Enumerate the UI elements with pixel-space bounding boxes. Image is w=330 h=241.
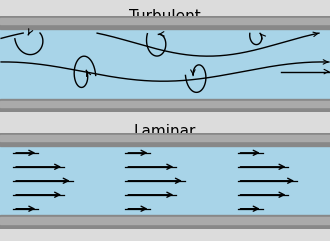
Text: Laminar: Laminar: [134, 124, 196, 139]
Bar: [0, 215, 330, 229]
Text: Turbulent: Turbulent: [129, 9, 201, 24]
Bar: [0, 134, 330, 141]
Bar: [0, 133, 330, 146]
Bar: [0, 29, 330, 99]
Bar: [0, 18, 330, 24]
Bar: [0, 100, 330, 107]
Bar: [0, 99, 330, 112]
Bar: [0, 146, 330, 215]
Bar: [0, 16, 330, 29]
Bar: [0, 217, 330, 224]
